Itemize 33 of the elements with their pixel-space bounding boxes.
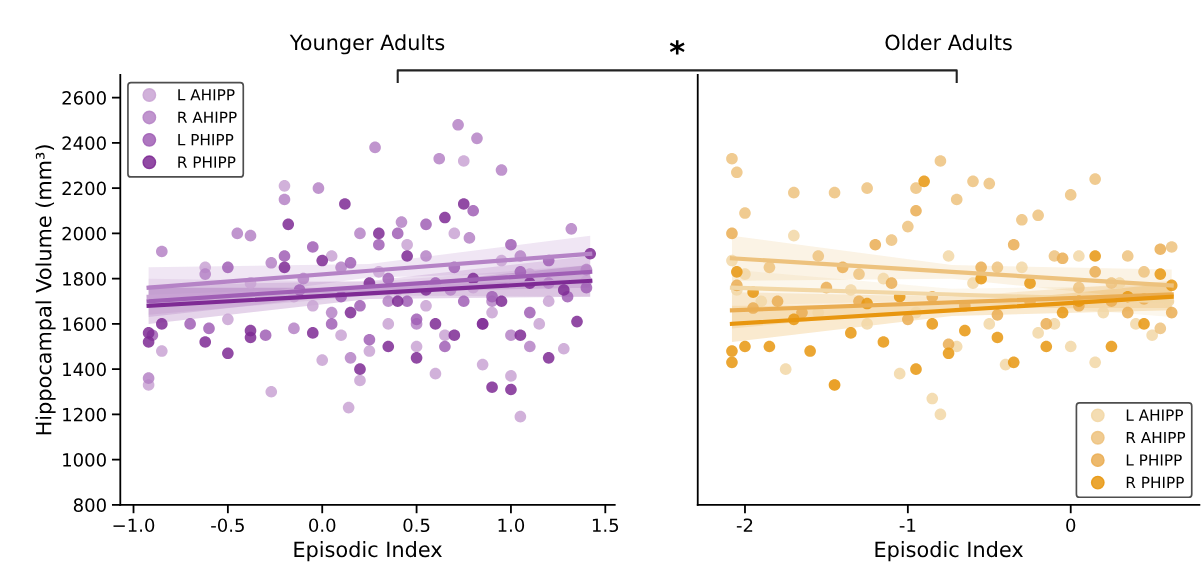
legend-label: L PHIPP	[1126, 454, 1182, 466]
y-tick-label: 1600	[63, 317, 106, 331]
x-tick-label: 0.0	[309, 518, 336, 533]
legend-label: L AHIPP	[1126, 409, 1184, 421]
y-tick-label: 2200	[62, 181, 106, 196]
x-tick-label: 0	[1066, 518, 1076, 533]
y-tick-label: 1800	[63, 272, 106, 286]
x-axis-title: Episodic Index	[294, 541, 442, 562]
chart-title: Younger Adults	[289, 34, 445, 55]
y-axis-title: Hippocampal Volume (mm³)	[35, 145, 56, 435]
x-tick-label: -1	[899, 518, 916, 532]
y-tick-label: 2400	[62, 136, 106, 150]
y-tick-label: 1000	[63, 453, 106, 467]
y-tick-label: 1200	[63, 407, 106, 422]
x-tick-label: 1.5	[592, 518, 619, 533]
x-tick-label: -0.5	[211, 518, 244, 533]
y-tick-label: 1400	[63, 362, 106, 377]
y-tick-label: 800	[73, 498, 106, 512]
legend-label: L AHIPP	[178, 89, 235, 101]
x-tick-label: 0.5	[403, 518, 430, 533]
legend-label: L PHIPP	[178, 134, 234, 146]
legend-label: R AHIPP	[178, 111, 237, 123]
legend-label: R PHIPP	[178, 156, 236, 168]
y-tick-label: 2000	[62, 226, 106, 241]
text: *	[669, 40, 685, 55]
x-tick-label: −1.0	[113, 518, 155, 533]
y-tick-label: 2600	[62, 91, 106, 105]
legend-label: R PHIPP	[1126, 476, 1184, 488]
x-tick-label: 1.0	[498, 518, 525, 533]
chart-title: Older Adults	[885, 34, 1012, 51]
x-axis-title: Episodic Index	[875, 541, 1023, 562]
x-tick-label: -2	[736, 518, 753, 532]
legend-label: R AHIPP	[1126, 431, 1186, 444]
